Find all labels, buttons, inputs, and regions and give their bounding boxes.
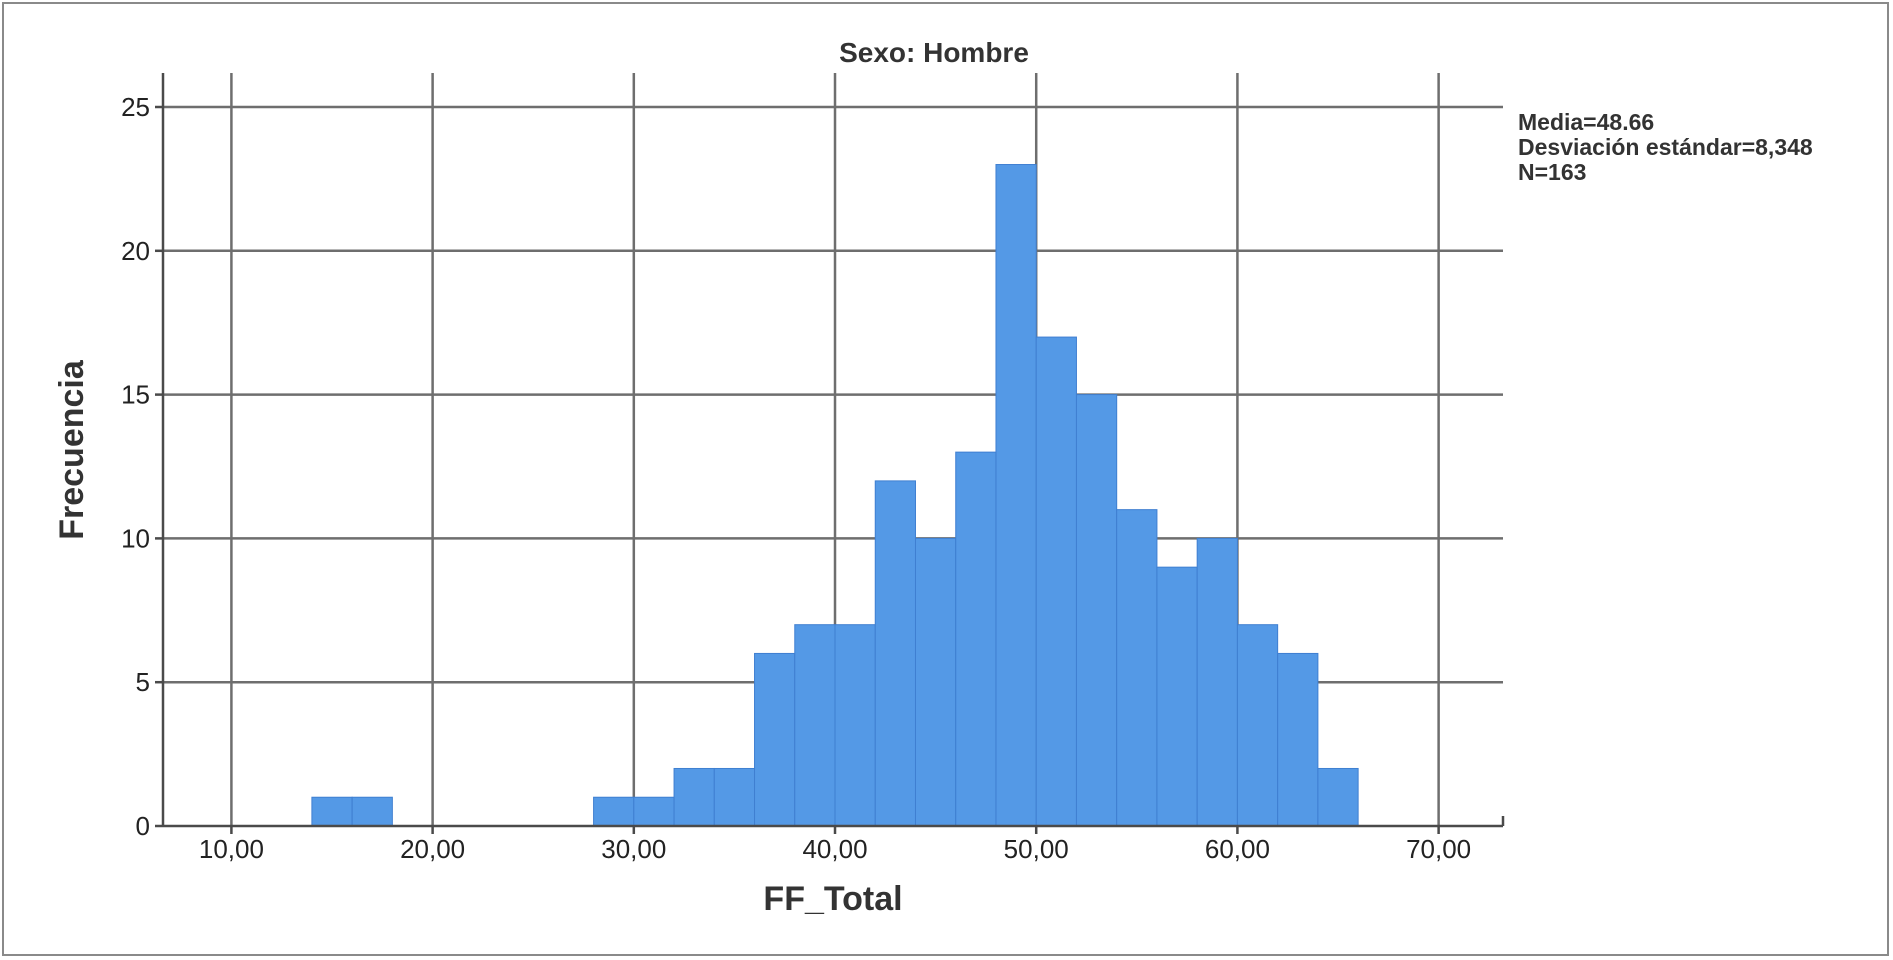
x-tick-label-50: 50,00	[1004, 834, 1069, 864]
x-axis-label: FF_Total	[763, 880, 902, 918]
histogram-bar-5	[673, 767, 715, 827]
histogram-bar-11	[914, 537, 957, 827]
y-axis-label: Frecuencia	[53, 359, 91, 540]
y-tick-label-10: 10	[121, 523, 150, 553]
x-tick-label-60: 60,00	[1205, 834, 1270, 864]
x-tick-label-20: 20,00	[400, 834, 465, 864]
stats-box: Media=48.66 Desviación estándar=8,348 N=…	[1518, 109, 1813, 185]
histogram-bars	[311, 164, 1359, 827]
histogram-bar-10	[874, 480, 916, 827]
histogram-bar-20	[1277, 652, 1319, 827]
x-tick-label-10: 10,00	[199, 834, 264, 864]
y-tick-label-5: 5	[136, 667, 150, 697]
stat-std-dev: Desviación estándar=8,348	[1518, 134, 1813, 160]
y-tick-label-0: 0	[136, 811, 150, 841]
histogram-bar-9	[834, 624, 876, 827]
histogram-bar-18	[1196, 537, 1238, 827]
histogram-bar-4	[633, 796, 675, 827]
x-tick-label-40: 40,00	[802, 834, 867, 864]
histogram-bar-15	[1075, 394, 1118, 827]
histogram-bar-7	[754, 652, 796, 827]
histogram-bar-13	[995, 164, 1037, 827]
y-tick-label-20: 20	[121, 236, 150, 266]
histogram-bar-1	[311, 796, 353, 827]
stat-mean: Media=48.66	[1518, 109, 1654, 135]
histogram-bar-16	[1116, 509, 1158, 827]
tick-labels: 0 5 10 15 20 25 10,00 20,00 30,00 40,00 50,00 60,00…	[121, 92, 1471, 864]
y-tick-label-15: 15	[121, 380, 150, 410]
x-tick-label-70: 70,00	[1406, 834, 1471, 864]
chart-title: Sexo: Hombre	[839, 37, 1029, 68]
histogram-bar-19	[1236, 624, 1279, 827]
histogram-bar-14	[1035, 336, 1077, 827]
histogram-bar-12	[955, 451, 997, 827]
histogram-bar-21	[1317, 767, 1359, 827]
axes	[155, 73, 1505, 834]
histogram-bar-3	[593, 796, 635, 827]
stat-n: N=163	[1518, 159, 1586, 185]
histogram-bar-17	[1156, 566, 1198, 827]
histogram-bar-2	[351, 796, 393, 827]
histogram-bar-6	[713, 767, 756, 827]
histogram-bar-8	[794, 624, 836, 827]
y-tick-label-25: 25	[121, 92, 150, 122]
x-tick-label-30: 30,00	[601, 834, 666, 864]
